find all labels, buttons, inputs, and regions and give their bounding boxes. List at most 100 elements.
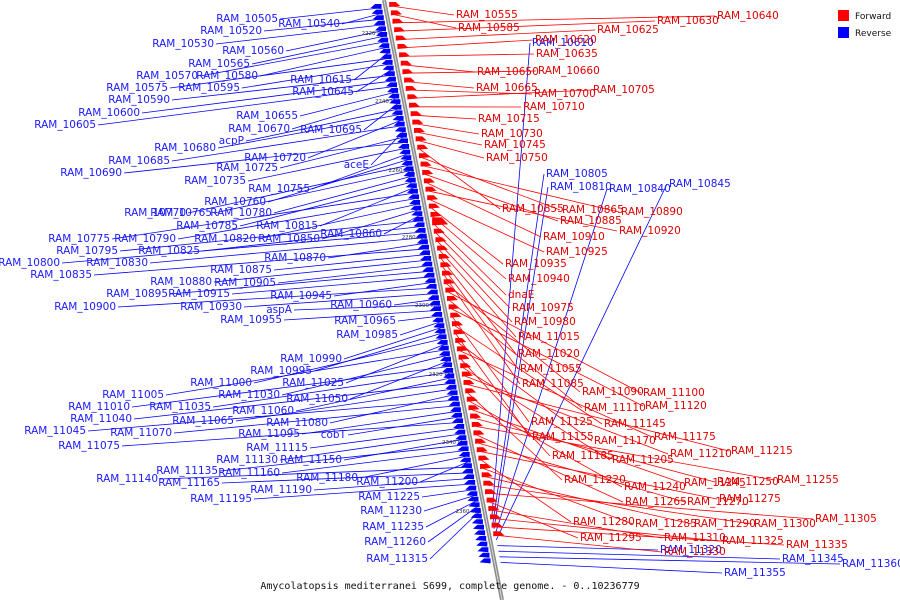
reverse-gene-glyph [449,407,461,413]
axis-tick-label: 2220 kbp [362,31,388,37]
leader-line [247,147,408,182]
reverse-gene-label: RAM_11140 [96,473,158,485]
forward-gene-glyph [468,405,480,411]
reverse-gene-label: RAM_10540 [278,18,340,30]
reverse-gene-label: RAM_10645 [292,86,354,98]
leader-line [295,377,453,412]
forward-gene-glyph [483,480,495,486]
forward-gene-label: RAM_11085 [522,378,584,390]
reverse-gene-label: RAM_10530 [152,38,214,50]
forward-gene-glyph [412,119,424,125]
forward-gene-label: RAM_10865 [562,204,624,216]
reverse-gene-glyph [376,32,388,37]
leader-line [239,181,414,227]
axis-tick-label: 2340 kbp [442,440,468,446]
forward-gene-glyph [447,296,458,301]
leader-line [460,358,551,457]
forward-gene-label: RAM_10630 [657,15,719,27]
reverse-gene-glyph [393,121,405,127]
leader-line [141,80,394,114]
forward-gene-glyph [448,304,460,310]
leader-line [131,366,451,408]
reverse-gene-glyph [397,138,409,144]
forward-gene-label: RAM_10625 [597,24,659,36]
reverse-gene-label: RAM_11035 [149,401,211,413]
leader-line [117,287,435,308]
reverse-gene-label: RAM_11070 [110,427,172,439]
leader-line [412,114,477,120]
forward-gene-label: RAM_10920 [619,225,681,237]
reverse-gene-glyph [430,306,442,312]
leader-line [111,192,416,240]
forward-gene-label: RAM_11295 [580,532,642,544]
reverse-gene-label: RAM_10575 [106,82,168,94]
forward-gene-glyph [475,438,487,444]
forward-gene-glyph [427,195,439,201]
reverse-gene-glyph [382,65,394,71]
leader-line [283,310,440,321]
reverse-gene-glyph [443,373,455,379]
leader-line [402,64,476,73]
forward-gene-label: RAM_10885 [560,215,622,227]
forward-gene-label: RAM_11125 [531,416,593,428]
reverse-gene-label: RAM_11160 [218,467,280,479]
leader-line [491,42,531,518]
forward-gene-label: RAM_11100 [643,387,705,399]
forward-gene-label: RAM_11170 [594,435,656,447]
forward-gene-label: RAM_11215 [731,445,793,457]
reverse-gene-glyph [425,284,437,289]
leader-line [470,408,683,484]
reverse-gene-glyph [372,15,384,21]
reverse-gene-glyph [438,351,450,357]
axis-tick-label: 2360 kbp [456,509,482,515]
reverse-gene-label: RAM_10795 [56,245,118,257]
reverse-gene-label: RAM_10615 [290,74,352,86]
leader-line [409,89,592,99]
reverse-gene-label: RAM_11060 [232,405,294,417]
reverse-gene-glyph [370,4,382,9]
axis-tick-label: 2260 kbp [389,168,415,174]
reverse-gene-glyph [437,345,449,351]
reverse-gene-label: RAM_11095 [238,428,300,440]
leader-line [347,416,461,436]
leader-line [393,298,437,306]
reverse-gene-label: RAM_10815 [256,220,318,232]
reverse-gene-glyph [416,239,428,245]
forward-gene-glyph [438,254,450,259]
leader-line [87,399,457,432]
forward-gene-label: RAM_11240 [624,481,686,493]
leader-line [450,308,644,407]
forward-gene-glyph [476,447,488,453]
reverse-gene-glyph [398,144,410,149]
reverse-gene-label: RAM_10825 [138,245,200,257]
reverse-gene-label: RAM_11230 [360,505,422,517]
reverse-gene-glyph [458,452,470,457]
forward-gene-label: RAM_11305 [815,513,877,525]
leader-line [329,394,456,424]
reverse-gene-glyph [423,272,435,278]
reverse-gene-glyph [478,552,490,558]
leader-line [263,18,382,32]
leader-line [406,81,475,89]
reverse-gene-glyph [474,530,486,536]
reverse-gene-glyph [390,104,402,110]
reverse-gene-glyph [371,9,383,15]
leader-line [397,29,596,40]
leader-line [396,20,656,32]
reverse-gene-label: RAM_10930 [180,301,242,313]
leader-line [359,455,468,479]
reverse-gene-glyph [447,396,459,401]
reverse-gene-glyph [463,474,475,480]
forward-gene-glyph [395,35,407,41]
leader-line [422,165,620,213]
reverse-gene-glyph [401,160,413,166]
reverse-gene-label: RAM_10945 [270,290,332,302]
forward-gene-glyph [417,144,429,150]
leader-line [417,140,485,159]
leader-line [285,30,385,52]
leader-line [221,472,472,484]
leader-line [498,550,781,560]
reverse-gene-label: RAM_11005 [102,389,164,401]
leader-line [61,231,424,264]
forward-gene-glyph [428,203,440,209]
